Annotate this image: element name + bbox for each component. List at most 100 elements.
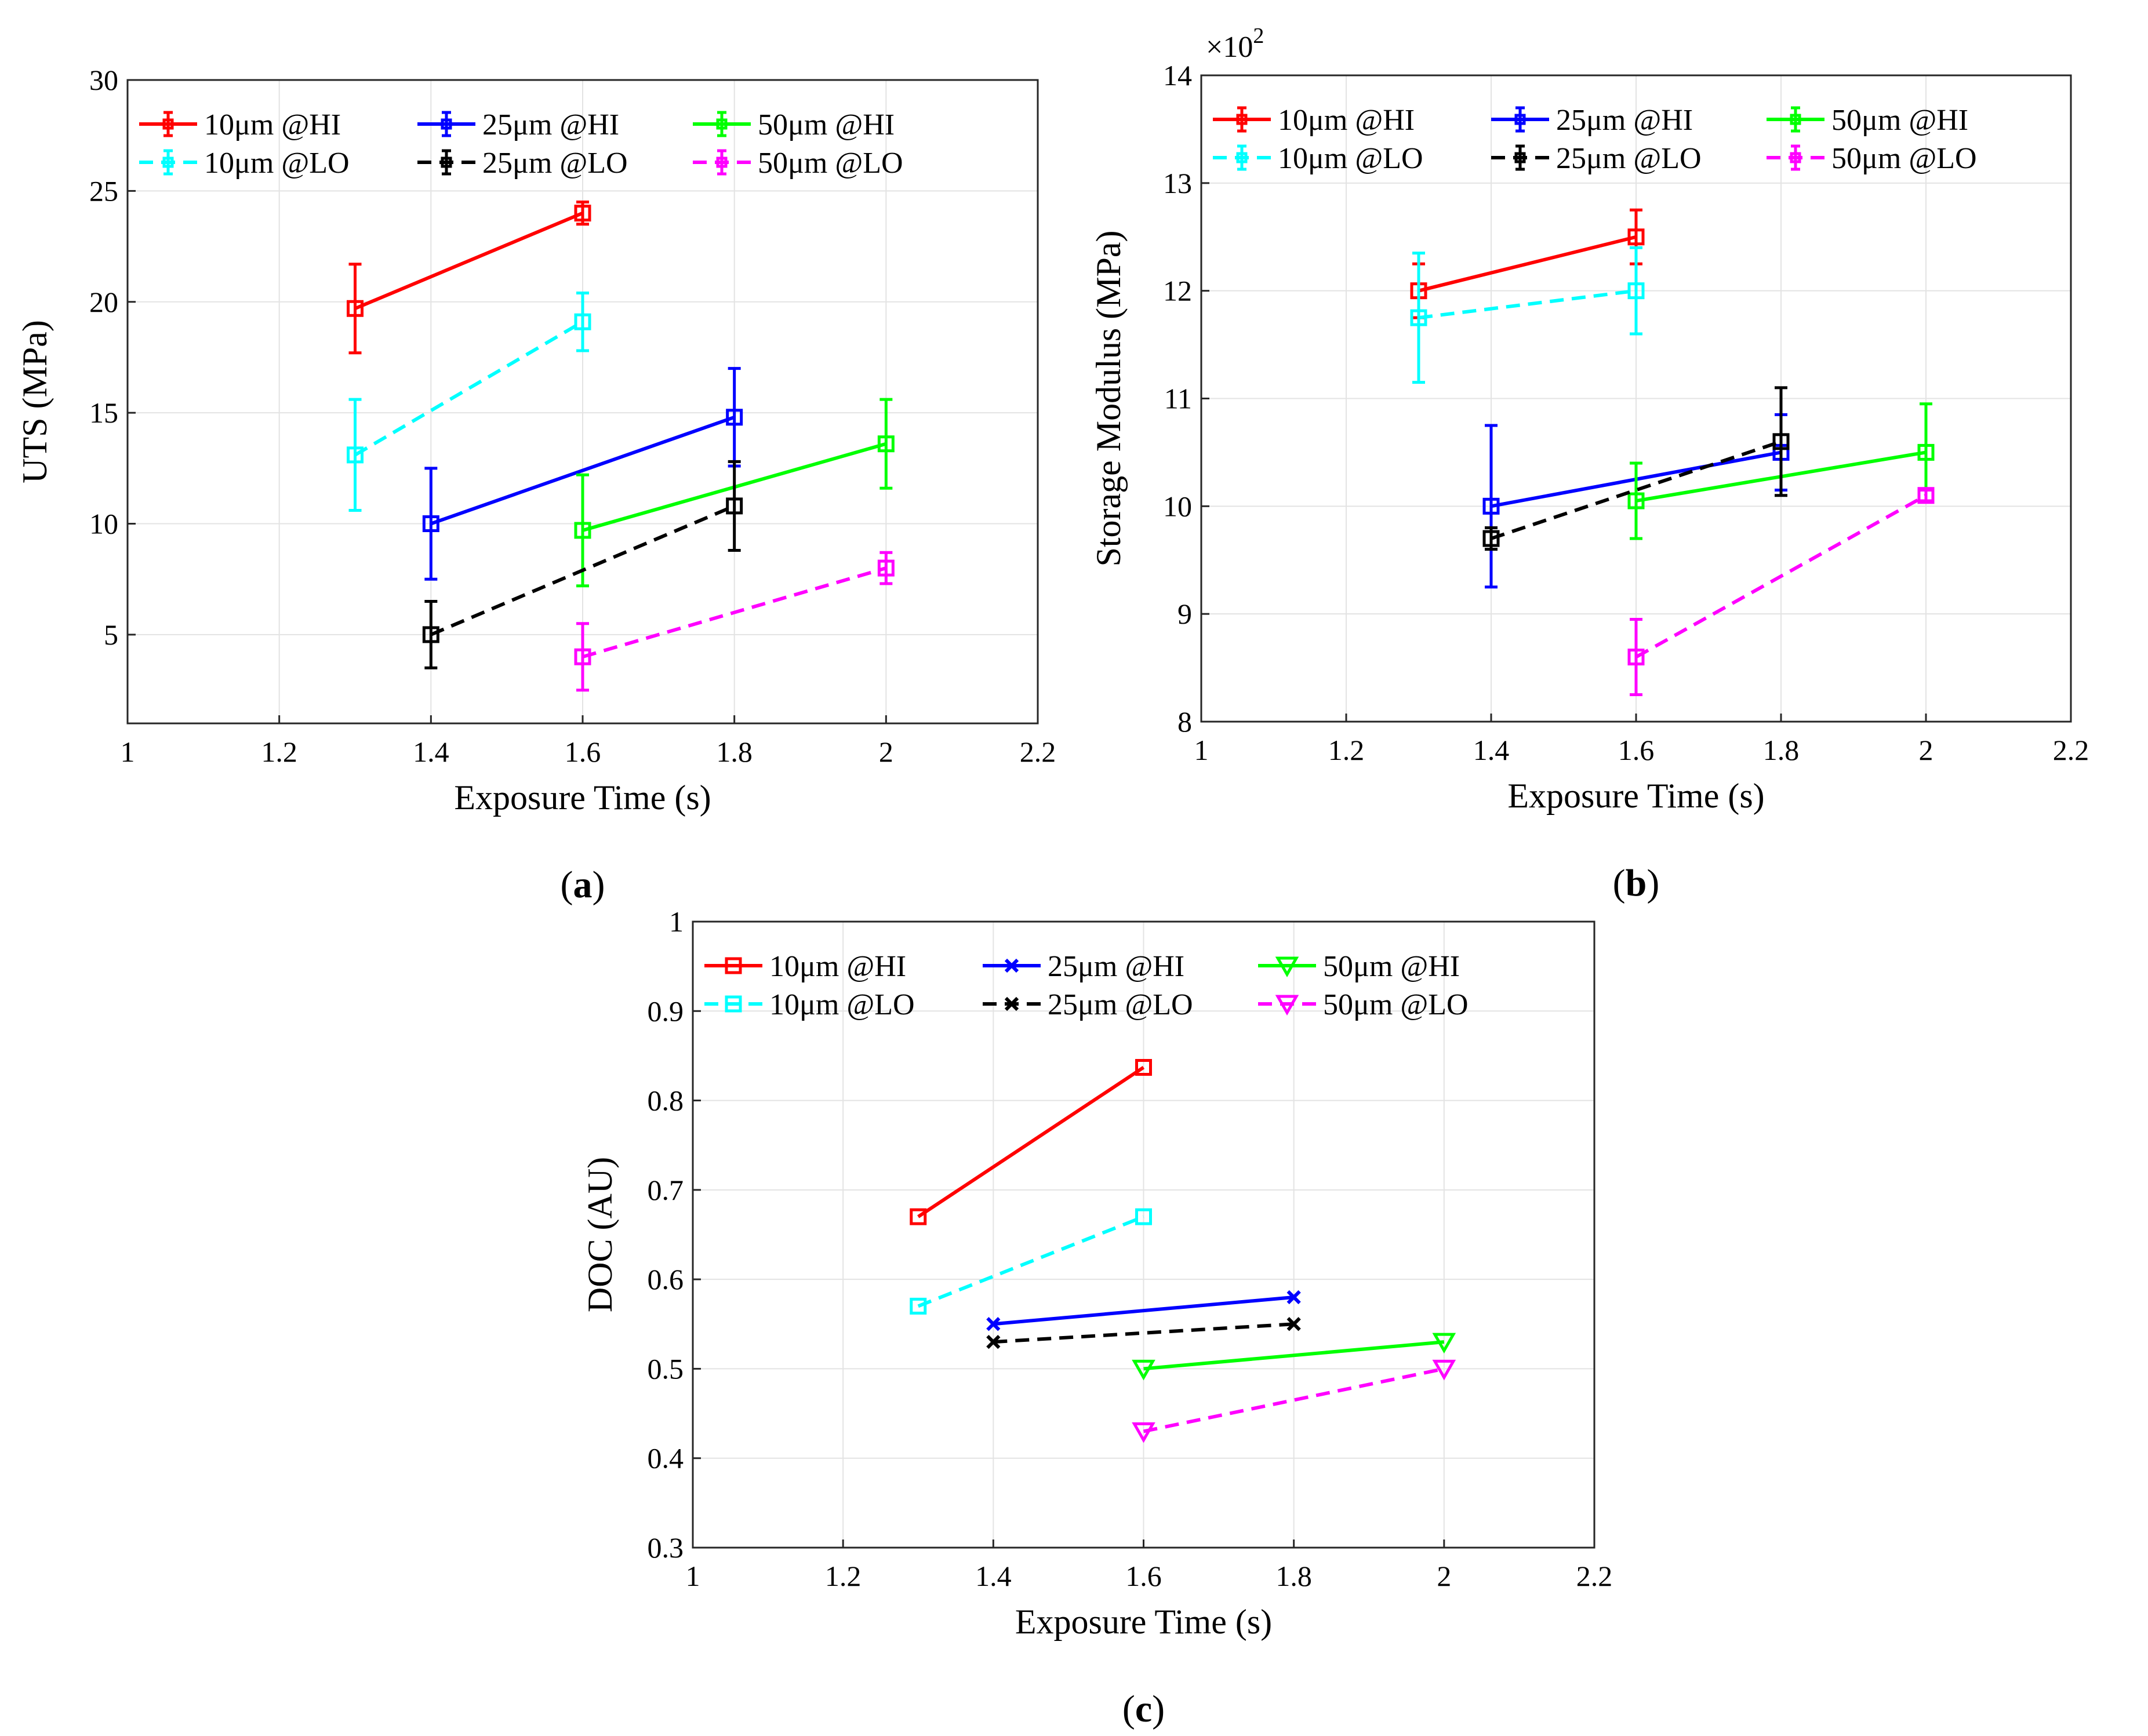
panel-label: (b) <box>1613 862 1660 904</box>
panel-label-open: ( <box>561 864 573 906</box>
data-point <box>1627 492 1645 509</box>
series-line <box>917 1215 1144 1308</box>
legend-error-bar <box>1237 106 1246 133</box>
series-50um-lo <box>1132 1359 1456 1443</box>
x-tick-label: 1.2 <box>825 1560 862 1592</box>
x-tick-label: 1.2 <box>261 736 297 768</box>
x-axis-label: Exposure Time (s) <box>454 778 711 817</box>
data-point <box>422 515 439 533</box>
legend-error-bar <box>717 149 726 176</box>
error-bar <box>424 599 438 669</box>
legend-label: 10μm @HI <box>1278 104 1415 137</box>
y-tick-label: 10 <box>89 508 118 540</box>
legend-item-50um-lo: 50μm @LO <box>1258 988 1469 1021</box>
panel-label-close: ) <box>1647 862 1659 904</box>
x-tick-label: 2 <box>879 736 893 768</box>
legend-label: 50μm @HI <box>1323 950 1460 983</box>
series-line <box>430 415 735 526</box>
error-bar <box>348 398 362 512</box>
y-tick-label: 0.8 <box>648 1084 684 1117</box>
legend-marker <box>441 118 452 130</box>
data-point <box>1286 1317 1301 1331</box>
data-point <box>726 497 743 515</box>
error-bar <box>1630 461 1642 540</box>
legend-label: 25μm @LO <box>1556 142 1702 175</box>
x-axis-label: Exposure Time (s) <box>1015 1603 1272 1641</box>
x-tick-label: 1.6 <box>1125 1560 1162 1592</box>
panel-label-close: ) <box>1152 1688 1165 1730</box>
legend-error-bar <box>1515 106 1525 133</box>
x-tick-label: 1.6 <box>565 736 601 768</box>
legend-error-bar <box>1791 106 1800 133</box>
legend-error-bar <box>442 111 451 137</box>
legend-error-bar <box>1237 144 1246 171</box>
y-axis-label: Storage Modulus (MPa) <box>1089 231 1128 567</box>
data-point <box>1410 309 1427 326</box>
y-tick-label: 30 <box>89 64 118 96</box>
legend-item-25um-hi: 25μm @HI <box>983 950 1184 983</box>
error-bar <box>1775 386 1787 497</box>
panel-label-open: ( <box>1122 1688 1135 1730</box>
legend-item-10um-hi: 10μm @HI <box>704 950 906 983</box>
data-point <box>1627 649 1645 665</box>
series-25um-lo <box>422 460 743 669</box>
data-point <box>1917 487 1935 504</box>
data-point <box>347 300 364 317</box>
data-point <box>1286 1290 1301 1305</box>
error-bar <box>576 622 589 692</box>
data-point <box>726 409 743 426</box>
y-tick-label: 14 <box>1163 59 1192 92</box>
error-bar <box>348 263 362 355</box>
exponent-power: 2 <box>1253 24 1264 48</box>
series-line <box>430 504 735 636</box>
legend-item-25um-lo: 25μm @LO <box>1491 142 1702 175</box>
legend-item-50um-hi: 50μm @HI <box>1258 950 1460 983</box>
series-line <box>1418 289 1637 320</box>
legend-item-25um-hi: 25μm @HI <box>1491 104 1693 137</box>
y-tick-label: 13 <box>1163 167 1192 199</box>
series-50um-lo <box>574 551 895 692</box>
series-25um-hi <box>986 1290 1301 1331</box>
legend-item-25um-lo: 25μm @LO <box>417 147 628 180</box>
data-point <box>986 1317 1001 1331</box>
y-tick-label: 0.9 <box>648 995 684 1027</box>
legend-marker <box>725 957 742 974</box>
y-tick-label: 10 <box>1163 490 1192 522</box>
x-axis-label: Exposure Time (s) <box>1507 777 1764 815</box>
x-tick-label: 1.8 <box>1275 1560 1312 1592</box>
series-50um-hi <box>1132 1333 1456 1381</box>
legend-error-bar <box>717 111 726 137</box>
legend-label: 50μm @HI <box>758 108 895 141</box>
x-tick-label: 1 <box>121 736 135 768</box>
series-line <box>1491 439 1782 540</box>
y-tick-label: 11 <box>1164 383 1192 415</box>
legend-error-bar <box>1515 144 1525 171</box>
x-tick-label: 1.4 <box>975 1560 1012 1592</box>
x-tick-label: 1.4 <box>1473 734 1510 766</box>
legend-marker <box>1790 152 1801 163</box>
legend-marker <box>1514 152 1526 163</box>
error-bar <box>879 551 893 585</box>
data-point <box>986 1335 1001 1349</box>
data-point <box>1132 1422 1155 1443</box>
data-point <box>877 435 895 453</box>
legend-label: 10μm @LO <box>769 988 915 1021</box>
y-tick-label: 20 <box>89 286 118 318</box>
error-bar <box>1920 488 1932 503</box>
data-point <box>1132 1359 1155 1381</box>
legend-item-10um-lo: 10μm @LO <box>704 988 915 1021</box>
panel-label: (c) <box>1122 1688 1165 1730</box>
legend-label: 25μm @LO <box>1048 988 1193 1021</box>
data-point <box>574 313 591 330</box>
y-tick-label: 0.3 <box>648 1531 684 1564</box>
legend-marker <box>725 995 742 1013</box>
legend-item-50um-lo: 50μm @LO <box>1767 142 1977 175</box>
data-point <box>1432 1333 1456 1354</box>
data-point <box>574 648 591 665</box>
legend-marker <box>1514 114 1526 125</box>
legend-label: 25μm @HI <box>1556 104 1693 137</box>
legend-label: 25μm @HI <box>482 108 619 141</box>
y-tick-label: 0.4 <box>648 1442 684 1475</box>
legend-item-50um-lo: 50μm @LO <box>693 147 903 180</box>
panel-label-close: ) <box>593 864 605 906</box>
